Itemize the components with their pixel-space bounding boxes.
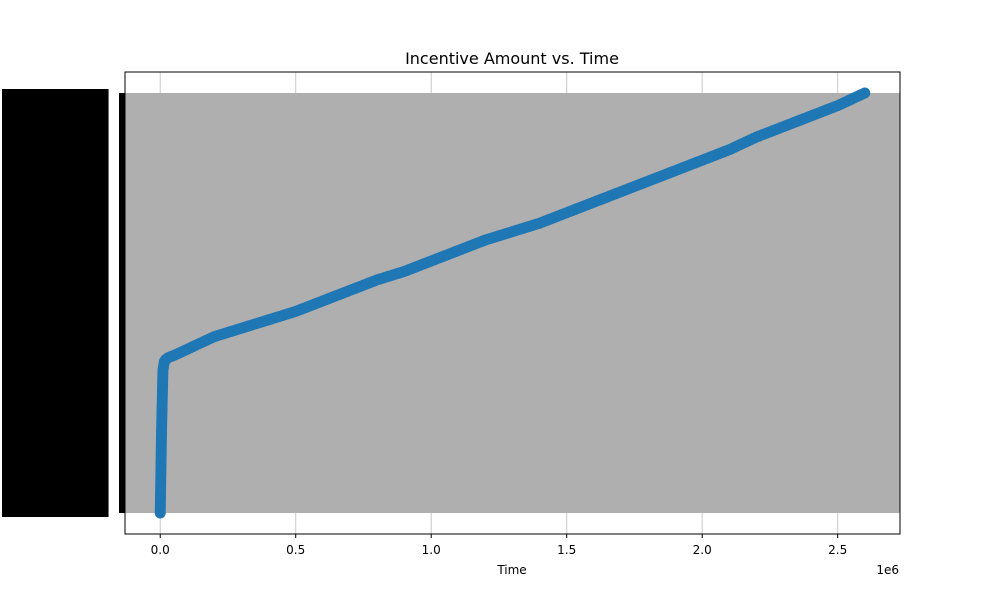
y-tick-label bbox=[105, 89, 109, 517]
y-tick-label bbox=[4, 89, 8, 517]
x-tick-label: 0.0 bbox=[151, 543, 170, 557]
y-tick-label bbox=[73, 89, 77, 517]
x-axis-label: Time bbox=[496, 563, 526, 577]
plot-area: 0.0 0.5 1.0 1.5 2.0 2.5 bbox=[2, 71, 901, 557]
y-tick-label bbox=[23, 89, 27, 517]
x-tick-label: 1.5 bbox=[557, 543, 576, 557]
x-tick-label: 2.5 bbox=[828, 543, 847, 557]
y-tick-label bbox=[57, 89, 61, 517]
y-tick-label bbox=[36, 89, 40, 517]
y-tick-mark bbox=[119, 93, 125, 513]
y-tick-label bbox=[68, 89, 72, 517]
y-gridline-band bbox=[125, 93, 900, 513]
y-tick-label bbox=[55, 89, 59, 517]
data-point bbox=[859, 87, 871, 99]
y-tick-label bbox=[41, 89, 45, 517]
y-tick-label bbox=[52, 89, 56, 517]
x-axis-offset-label: 1e6 bbox=[876, 563, 899, 577]
y-tick-label bbox=[25, 89, 30, 517]
y-tick-label bbox=[15, 89, 19, 517]
x-tick-label: 1.0 bbox=[422, 543, 441, 557]
y-tick-label bbox=[31, 89, 35, 517]
y-tick-label bbox=[47, 89, 51, 517]
axes-frame bbox=[124, 71, 901, 535]
y-tick-label bbox=[70, 89, 75, 517]
y-tick-label bbox=[44, 89, 48, 517]
y-tick-label bbox=[49, 89, 53, 517]
chart-title: Incentive Amount vs. Time bbox=[405, 49, 619, 68]
y-tick-label bbox=[100, 89, 104, 517]
y-tick-label bbox=[33, 89, 37, 517]
y-tick-label bbox=[65, 89, 69, 517]
y-tick-label bbox=[97, 89, 101, 517]
y-tick-label bbox=[2, 89, 6, 517]
y-tick-label bbox=[39, 89, 43, 517]
y-tick-label bbox=[62, 89, 67, 517]
y-tick-label bbox=[12, 89, 16, 517]
y-tick-label bbox=[86, 89, 90, 517]
y-tick-label bbox=[92, 89, 96, 517]
y-tick-label bbox=[9, 89, 14, 517]
x-tick-label: 0.5 bbox=[286, 543, 305, 557]
y-tick-label bbox=[76, 89, 80, 517]
y-tick-label bbox=[81, 89, 85, 517]
y-tick-label bbox=[60, 89, 64, 517]
y-tick-label bbox=[94, 89, 98, 517]
y-tick-label bbox=[20, 89, 24, 517]
y-tick-label bbox=[89, 89, 93, 517]
y-tick-label bbox=[28, 89, 32, 517]
y-tick-label bbox=[84, 89, 88, 517]
y-tick-label bbox=[78, 89, 83, 517]
y-tick-label bbox=[17, 89, 22, 517]
x-tick-label: 2.0 bbox=[693, 543, 712, 557]
y-tick-label bbox=[7, 89, 11, 517]
y-tick-label bbox=[102, 89, 106, 517]
